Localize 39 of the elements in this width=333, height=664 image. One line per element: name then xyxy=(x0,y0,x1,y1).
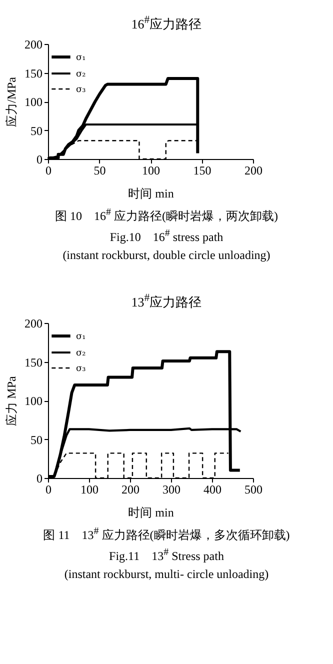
legend-label: σ₃ xyxy=(76,364,86,374)
text: (instant rockburst, double circle unloading) xyxy=(62,247,272,264)
caption: 图 11 13$^{#}$ 应力路径(瞬时岩爆，多次循环卸载) xyxy=(42,524,291,544)
x-tick-label: 100 xyxy=(80,482,98,496)
caption: 图 10 16$^{#}$ 应力路径(瞬时岩爆，两次卸载) xyxy=(54,206,279,226)
caption: Fig.11 13$^{#}$ Stress path xyxy=(108,546,225,565)
text: (instant rockburst, multi- circle unloading) xyxy=(63,566,270,583)
y-tick-label: 50 xyxy=(30,124,42,138)
y-tick-label: 0 xyxy=(36,152,42,167)
x-tick-label: 500 xyxy=(244,482,262,496)
x-tick-label: 400 xyxy=(204,482,222,496)
chart-title: 16$^{#}$应力路径 xyxy=(130,14,203,34)
caption: Fig.10 16$^{#}$ stress path xyxy=(108,227,224,246)
y-tick-label: 100 xyxy=(24,95,42,110)
x-tick-label: 0 xyxy=(46,164,52,178)
x-tick-label: 50 xyxy=(94,164,106,178)
x-tick-label: 300 xyxy=(162,482,180,496)
chart-title: 13$^{#}$应力路径 xyxy=(130,292,203,312)
legend-label: σ₂ xyxy=(76,348,86,358)
y-tick-label: 0 xyxy=(36,471,42,486)
y-tick-label: 50 xyxy=(30,432,42,446)
y-tick-label: 200 xyxy=(24,316,42,330)
x-tick-label: 150 xyxy=(193,164,212,178)
x-axis-title: 时间 min xyxy=(128,186,174,201)
y-axis-title: 应力/MPa xyxy=(4,76,18,128)
y-tick-label: 150 xyxy=(24,354,42,369)
y-tick-label: 100 xyxy=(24,394,42,408)
legend-label: σ₁ xyxy=(76,332,86,342)
x-tick-label: 200 xyxy=(244,164,262,178)
legend-label: σ₂ xyxy=(76,70,86,80)
legend-label: σ₁ xyxy=(76,53,86,64)
x-axis-title: 时间 min xyxy=(128,505,174,520)
y-axis-title: 应力 MPa xyxy=(4,375,18,426)
y-tick-label: 150 xyxy=(24,66,42,81)
x-tick-label: 0 xyxy=(46,482,52,496)
legend-label: σ₃ xyxy=(76,85,86,96)
y-tick-label: 200 xyxy=(24,38,42,52)
x-tick-label: 200 xyxy=(122,482,140,496)
x-tick-label: 100 xyxy=(142,164,160,178)
